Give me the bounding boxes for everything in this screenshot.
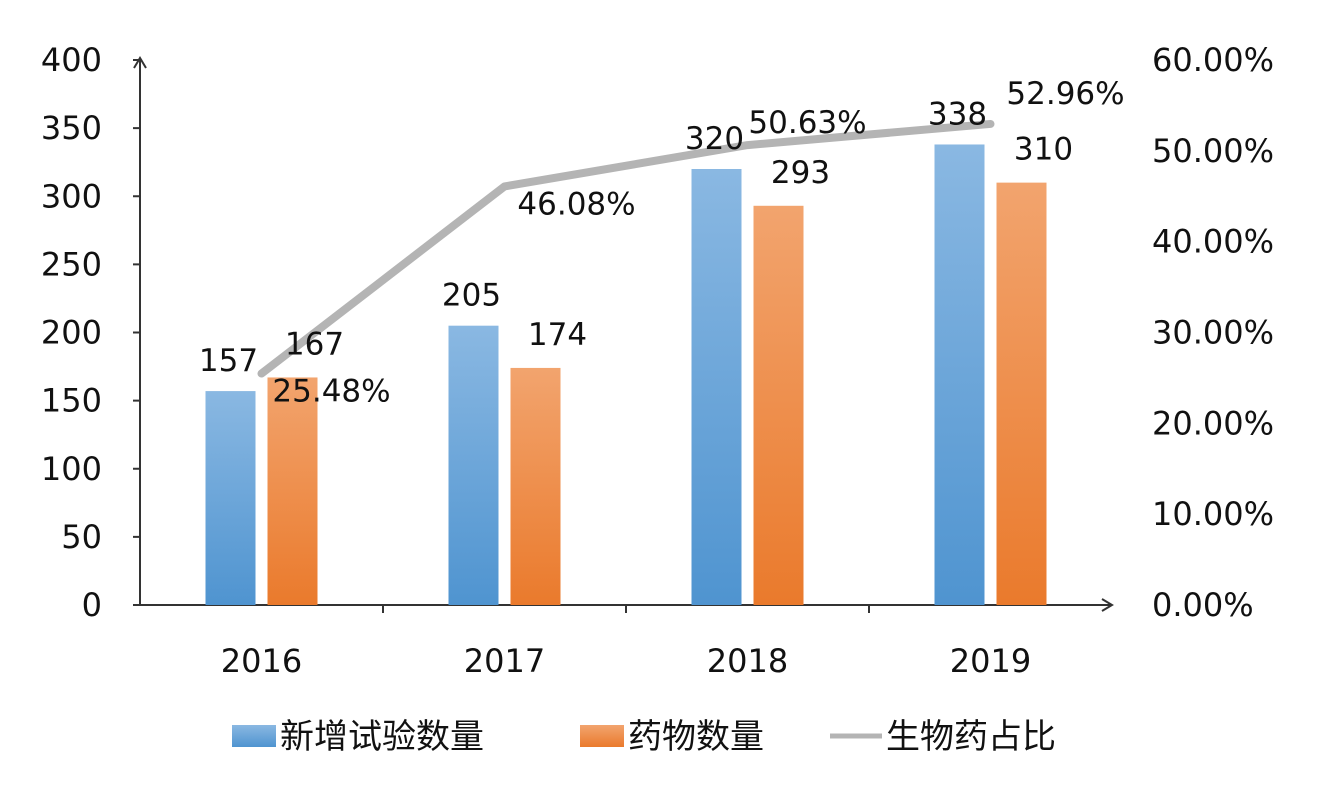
- x-tick-label: 2016: [221, 642, 302, 680]
- line-biologic-share: [257, 119, 995, 378]
- x-axis-arrow-icon: [1101, 598, 1114, 612]
- legend-swatch: [232, 725, 276, 747]
- y-right-tick-label: 20.00%: [1152, 404, 1274, 442]
- bar-trials-2018: [691, 169, 742, 605]
- bar-value-label: 167: [285, 326, 344, 362]
- y-left-tick-label: 50: [61, 518, 102, 556]
- line-value-label: 46.08%: [517, 186, 635, 222]
- y-axis-right-ticks: 0.00% 10.00% 20.00% 30.00% 40.00% 50.00% 60.00…: [1152, 41, 1274, 624]
- x-tick-label: 2019: [950, 642, 1031, 680]
- y-left-tick-label: 200: [41, 314, 102, 352]
- bar-value-label: 338: [928, 96, 987, 132]
- bar-value-label: 293: [771, 155, 830, 191]
- y-left-tick-label: 400: [41, 41, 102, 79]
- legend-label: 新增试验数量: [280, 717, 484, 757]
- bar-drugs-2017: [510, 367, 561, 605]
- line-value-label: 50.63%: [748, 105, 866, 141]
- legend-label: 药物数量: [628, 717, 764, 757]
- x-axis-ticks: 2016 2017 2018 2019: [221, 605, 1031, 680]
- bar-value-label: 310: [1014, 132, 1073, 168]
- legend-swatch: [580, 725, 624, 747]
- y-left-tick-label: 0: [82, 586, 102, 624]
- y-right-tick-label: 60.00%: [1152, 41, 1274, 79]
- bar-drugs-2016: [267, 377, 318, 605]
- y-axis-arrow-icon: [133, 56, 147, 69]
- bar-value-label: 174: [528, 317, 587, 353]
- data-labels: 157 205 320 338 167 174 293 310 25.48% 46.08% 50.6…: [199, 76, 1125, 410]
- y-left-tick-label: 250: [41, 245, 102, 283]
- bar-trials-2017: [448, 325, 499, 605]
- bar-drugs-2019: [996, 182, 1047, 605]
- line-series: [257, 119, 995, 378]
- y-axis-left-ticks: 0 50 100 150 200 250 300 350 400: [41, 41, 140, 624]
- y-right-tick-label: 50.00%: [1152, 132, 1274, 170]
- y-left-tick-label: 350: [41, 109, 102, 147]
- y-left-tick-label: 300: [41, 177, 102, 215]
- bar-trials-2016: [205, 391, 256, 605]
- y-right-tick-label: 0.00%: [1152, 586, 1254, 624]
- y-right-tick-label: 40.00%: [1152, 223, 1274, 261]
- bar-drugs-2018: [753, 205, 804, 605]
- y-right-tick-label: 10.00%: [1152, 495, 1274, 533]
- bar-value-label: 157: [199, 343, 258, 379]
- bar-value-label: 320: [685, 121, 744, 157]
- bar-value-label: 205: [442, 278, 501, 314]
- legend-label: 生物药占比: [886, 717, 1056, 757]
- bars: [205, 144, 1047, 605]
- x-tick-label: 2017: [464, 642, 545, 680]
- legend: 新增试验数量 药物数量 生物药占比: [232, 717, 1056, 757]
- bar-trials-2019: [934, 144, 985, 605]
- x-tick-label: 2018: [707, 642, 788, 680]
- line-value-label: 52.96%: [1006, 76, 1124, 112]
- y-left-tick-label: 100: [41, 450, 102, 488]
- y-left-tick-label: 150: [41, 382, 102, 420]
- y-right-tick-label: 30.00%: [1152, 314, 1274, 352]
- line-value-label: 25.48%: [272, 374, 390, 410]
